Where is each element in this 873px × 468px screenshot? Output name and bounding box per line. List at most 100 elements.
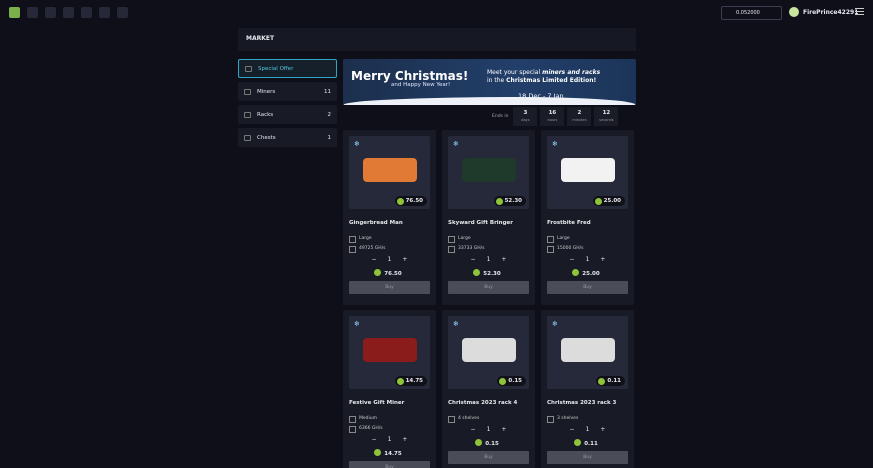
product-card: ❄ 25.00 Frostbite Fred Large 15000 GH/s − 1 +25…: [541, 130, 634, 305]
sidebar-label: Chests: [257, 134, 276, 141]
sidebar-count: 2: [327, 111, 332, 118]
product-art: [363, 338, 417, 362]
banner: Merry Christmas! and Happy New Year! Mee…: [343, 59, 636, 105]
username[interactable]: FirePrince42291: [803, 9, 859, 16]
product-name: Gingerbread Man: [349, 220, 403, 226]
total-price: 14.75: [349, 448, 430, 457]
avatar[interactable]: [789, 7, 799, 17]
sidebar-label: Racks: [257, 111, 274, 118]
banner-text: Meet your special miners and racks in the…: [487, 69, 623, 85]
product-art: [561, 158, 615, 182]
nav-icon[interactable]: [81, 7, 92, 18]
nav-icon[interactable]: [27, 7, 38, 18]
product-art: [462, 158, 516, 182]
snowflake: ❄: [354, 320, 360, 328]
minus-button[interactable]: −: [470, 426, 476, 433]
total-price: 76.50: [349, 268, 430, 277]
price: 25.00: [582, 271, 600, 277]
buy-button[interactable]: Buy: [349, 461, 430, 468]
market-title: MARKET: [246, 35, 275, 42]
coin: [598, 378, 606, 385]
buy-button[interactable]: Buy: [547, 281, 628, 294]
nav-icon[interactable]: [63, 7, 74, 18]
product-name: Skyward Gift Bringer: [448, 220, 513, 226]
spec: 6366 GH/s: [349, 426, 430, 433]
price-badge: 0.11: [596, 376, 625, 386]
plus-button[interactable]: +: [402, 256, 408, 263]
quantity-value: 1: [585, 256, 590, 263]
buy-button[interactable]: Buy: [547, 451, 628, 464]
product-image: ❄ 25.00: [547, 136, 628, 209]
coin: [572, 269, 580, 276]
sidebar-item[interactable]: Special Offer: [238, 59, 337, 78]
product-image: ❄ 0.15: [448, 316, 529, 389]
buy-button[interactable]: Buy: [349, 281, 430, 294]
nav-icon[interactable]: [45, 7, 56, 18]
minus-button[interactable]: −: [569, 256, 575, 263]
price: 0.15: [485, 441, 499, 447]
product-grid: ❄ 76.50 Gingerbread Man Large 49725 GH/s − 1 +7…: [343, 130, 637, 468]
coin: [374, 269, 382, 276]
product-image: ❄ 0.11: [547, 316, 628, 389]
spec: Large: [547, 236, 628, 243]
minus-button[interactable]: −: [569, 426, 575, 433]
quantity-value: 1: [486, 426, 491, 433]
icon: [244, 134, 251, 141]
price: 14.75: [384, 451, 402, 457]
spec: 49725 GH/s: [349, 246, 430, 253]
coin: [396, 198, 404, 205]
coin: [396, 378, 404, 385]
price-badge: 14.75: [394, 376, 427, 386]
buy-button[interactable]: Buy: [448, 281, 529, 294]
timer-unit: minutes: [572, 118, 587, 122]
plus-button[interactable]: +: [501, 256, 507, 263]
menu-button[interactable]: [855, 8, 864, 15]
price: 76.50: [384, 271, 402, 277]
plus-button[interactable]: +: [600, 426, 606, 433]
balance[interactable]: 0.052000: [721, 6, 782, 20]
sidebar-item[interactable]: Racks 2: [238, 105, 337, 124]
buy-button[interactable]: Buy: [448, 451, 529, 464]
sidebar-label: Special Offer: [258, 65, 294, 72]
spec: 15000 GH/s: [547, 246, 628, 253]
minus-button[interactable]: −: [470, 256, 476, 263]
coin: [499, 378, 507, 385]
product-name: Frostbite Fred: [547, 220, 591, 226]
plus-button[interactable]: +: [402, 436, 408, 443]
logo[interactable]: [9, 7, 20, 18]
coin: [574, 439, 582, 446]
price: 0.11: [607, 378, 621, 384]
price: 52.30: [483, 271, 501, 277]
coin: [495, 198, 503, 205]
product-card: ❄ 52.30 Skyward Gift Bringer Large 33733 GH/…: [442, 130, 535, 305]
minus-button[interactable]: −: [371, 436, 377, 443]
total-price: 52.30: [448, 268, 529, 277]
price: 52.30: [504, 198, 522, 204]
banner-dates: 18 Dec - 7 Jan: [518, 92, 564, 100]
timer-box: 12 seconds: [594, 107, 619, 126]
quantity: − 1 +: [349, 256, 430, 263]
nav-icon[interactable]: [99, 7, 110, 18]
text: miners and racks: [542, 69, 601, 76]
minus-button[interactable]: −: [371, 256, 377, 263]
quantity: − 1 +: [448, 256, 529, 263]
timer-unit: hours: [547, 118, 558, 122]
icon: [245, 65, 252, 72]
snowflake: ❄: [552, 320, 558, 328]
coin: [594, 198, 602, 205]
snowflake: ❄: [354, 140, 360, 148]
text: Meet your special: [487, 69, 543, 76]
timer-value: 16: [548, 110, 557, 116]
product-art: [363, 158, 417, 182]
plus-button[interactable]: +: [600, 256, 606, 263]
product-card: ❄ 76.50 Gingerbread Man Large 49725 GH/s − 1 +7…: [343, 130, 436, 305]
sidebar-item[interactable]: Miners 11: [238, 82, 337, 101]
total-price: 0.15: [448, 438, 529, 447]
nav-icon[interactable]: [117, 7, 128, 18]
plus-button[interactable]: +: [501, 426, 507, 433]
sidebar-item[interactable]: Chests 1: [238, 128, 337, 147]
product-card: ❄ 14.75 Festive Gift Miner Medium 6366 GH/s −…: [343, 310, 436, 468]
sidebar: Special Offer Miners 11 Racks 2 Chests 1: [238, 59, 337, 151]
timer-value: 12: [602, 110, 611, 116]
total-price: 0.11: [547, 438, 628, 447]
